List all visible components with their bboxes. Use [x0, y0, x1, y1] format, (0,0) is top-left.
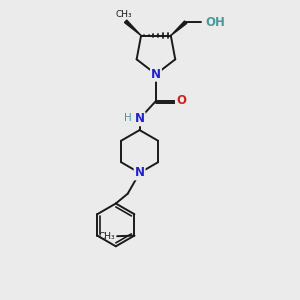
Text: N: N: [151, 68, 161, 81]
Text: OH: OH: [205, 16, 225, 29]
Text: O: O: [176, 94, 186, 107]
Text: CH₃: CH₃: [99, 232, 115, 241]
Text: N: N: [135, 112, 145, 125]
Text: N: N: [135, 167, 145, 179]
Text: CH₃: CH₃: [115, 10, 132, 19]
Polygon shape: [171, 21, 187, 36]
Text: H: H: [124, 113, 131, 123]
Polygon shape: [124, 20, 141, 36]
